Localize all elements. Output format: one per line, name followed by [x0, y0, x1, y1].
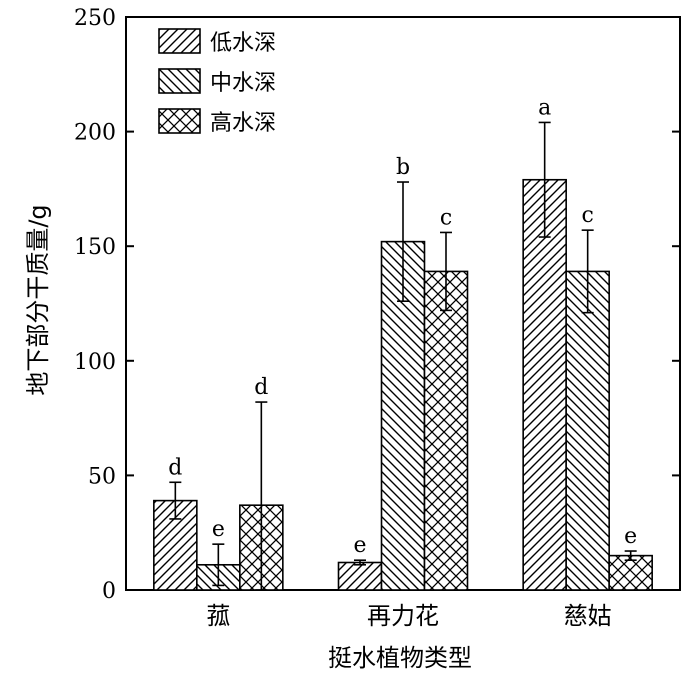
- bar: [608, 554, 653, 591]
- y-tick-label: 250: [74, 6, 116, 31]
- y-tick-label: 100: [74, 350, 116, 375]
- significance-label: e: [624, 524, 637, 549]
- bar: [565, 270, 610, 591]
- significance-label: b: [396, 155, 410, 180]
- bar: [423, 270, 469, 591]
- significance-label: c: [440, 205, 452, 230]
- significance-label: e: [212, 517, 225, 542]
- x-axis-title: 挺水植物类型: [328, 644, 472, 672]
- x-tick-label: 再力花: [367, 602, 439, 630]
- significance-label: c: [582, 203, 594, 228]
- y-axis-title: 地下部分干质量/g: [24, 204, 52, 395]
- bar: [522, 178, 567, 591]
- y-tick-label: 50: [88, 464, 116, 489]
- y-tick-label: 150: [74, 235, 116, 260]
- y-tick-label: 200: [74, 121, 116, 146]
- y-axis: 0 50 100 150 200 250: [74, 6, 680, 604]
- legend-swatch: [158, 68, 201, 94]
- x-tick-label: 菰: [206, 602, 230, 630]
- bars: d e d e b c a c e: [153, 95, 653, 591]
- significance-label: d: [168, 455, 182, 480]
- legend-swatch: [158, 108, 201, 134]
- legend-label: 低水深: [210, 31, 276, 56]
- significance-label: a: [538, 95, 551, 120]
- x-tick-label: 慈姑: [564, 602, 612, 630]
- legend-swatch: [158, 28, 201, 54]
- significance-label: e: [353, 533, 366, 558]
- legend-label: 中水深: [210, 71, 276, 96]
- significance-label: d: [254, 375, 268, 400]
- legend-label: 高水深: [210, 111, 276, 136]
- y-tick-label: 0: [102, 579, 116, 604]
- bar: [337, 561, 383, 591]
